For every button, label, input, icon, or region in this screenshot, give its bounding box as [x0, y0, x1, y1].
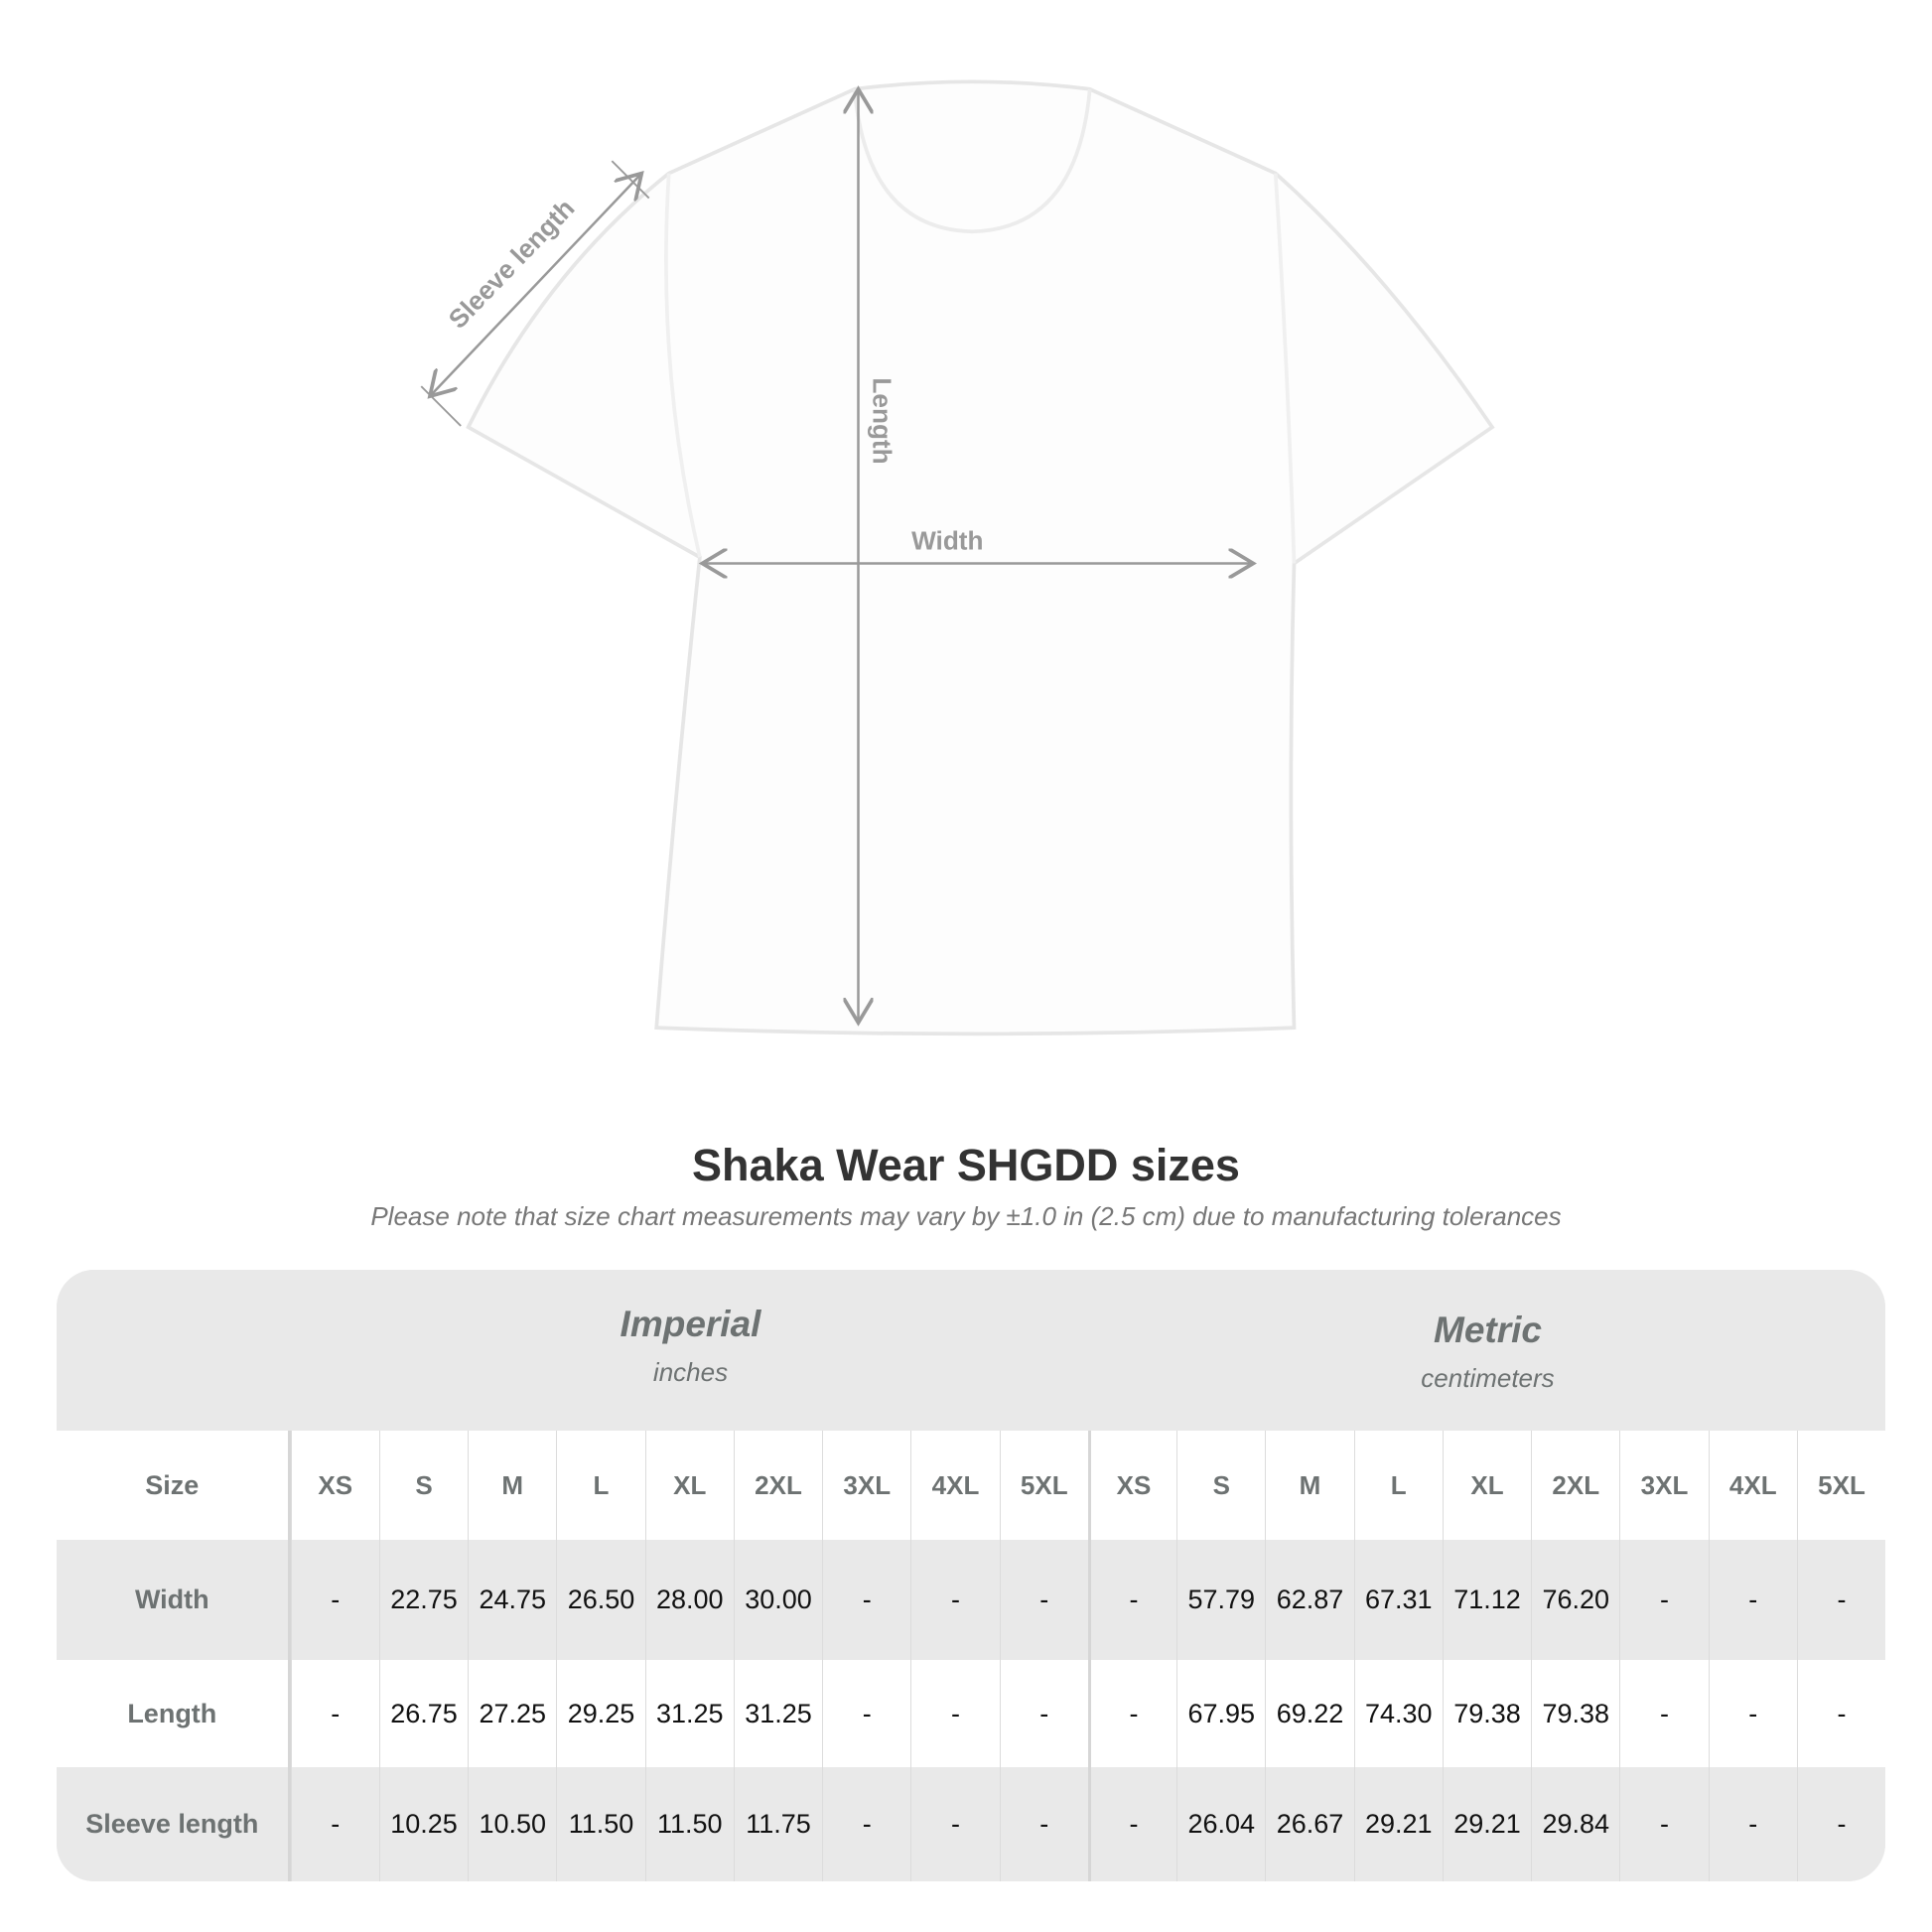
- imperial-size-header: M: [468, 1431, 556, 1540]
- sleeve-arrow: [430, 174, 641, 396]
- imperial-value-cell: 30.00: [733, 1540, 822, 1660]
- imperial-value-cell: -: [999, 1767, 1088, 1881]
- table-row: Length -26.75 27.25 29.25 31.25 31.25- - - -67.9…: [57, 1660, 1885, 1767]
- imperial-value-cell: 22.75: [378, 1540, 468, 1660]
- imperial-value-cell: 26.75: [378, 1660, 468, 1767]
- metric-value-cell: 29.21: [1353, 1767, 1443, 1881]
- imperial-value-cell: 31.25: [733, 1660, 822, 1767]
- metric-value-cell: -: [1796, 1540, 1885, 1660]
- tshirt-diagram: Sleeve length Length Width: [420, 79, 1495, 1036]
- imperial-value-cell: -: [290, 1767, 379, 1881]
- metric-value-cell: -: [1708, 1540, 1797, 1660]
- imperial-value-cell: 26.50: [556, 1540, 644, 1660]
- imperial-value-cell: 11.75: [733, 1767, 822, 1881]
- imperial-header: Imperial inches: [291, 1304, 1090, 1388]
- size-table: Imperial inches Metric centimeters Size X…: [57, 1270, 1885, 1881]
- width-label: Width: [911, 526, 983, 556]
- metric-value-cell: 79.38: [1531, 1660, 1619, 1767]
- metric-size-header: XL: [1442, 1431, 1531, 1540]
- imperial-value-cell: -: [999, 1660, 1088, 1767]
- metric-size-header: S: [1176, 1431, 1265, 1540]
- tolerance-note: Please note that size chart measurements…: [370, 1201, 1562, 1231]
- imperial-size-header: 2XL: [733, 1431, 822, 1540]
- imperial-value-cell: -: [910, 1540, 999, 1660]
- metric-size-header: 4XL: [1708, 1431, 1797, 1540]
- metric-size-header: 2XL: [1531, 1431, 1619, 1540]
- imperial-value-cell: -: [910, 1660, 999, 1767]
- length-label: Length: [867, 377, 897, 464]
- metric-value-cell: 29.84: [1531, 1767, 1619, 1881]
- imperial-value-cell: 11.50: [556, 1767, 644, 1881]
- metric-value-cell: 67.95: [1176, 1660, 1265, 1767]
- metric-value-cell: -: [1796, 1660, 1885, 1767]
- imperial-size-header: XL: [644, 1431, 734, 1540]
- imperial-size-header: 3XL: [822, 1431, 910, 1540]
- metric-value-cell: -: [1087, 1540, 1176, 1660]
- metric-value-cell: -: [1619, 1660, 1708, 1767]
- imperial-size-header: XS: [290, 1431, 379, 1540]
- metric-size-header: 5XL: [1796, 1431, 1885, 1540]
- metric-value-cell: -: [1087, 1660, 1176, 1767]
- table-row: Sleeve length -10.25 10.50 11.50 11.50 11.75-…: [57, 1767, 1885, 1881]
- imperial-value-cell: -: [290, 1540, 379, 1660]
- tshirt-shape: [466, 79, 1495, 1036]
- imperial-title: Imperial: [620, 1304, 761, 1344]
- row-label: Sleeve length: [57, 1767, 291, 1881]
- row-label: Width: [57, 1540, 291, 1660]
- imperial-value-cell: 10.25: [378, 1767, 468, 1881]
- page-title: Shaka Wear SHGDD sizes: [692, 1140, 1240, 1190]
- metric-value-cell: 26.67: [1265, 1767, 1353, 1881]
- imperial-value-cell: -: [822, 1540, 910, 1660]
- metric-value-cell: -: [1708, 1660, 1797, 1767]
- metric-value-cell: 57.79: [1176, 1540, 1265, 1660]
- table-row: Width -22.75 24.75 26.50 28.00 30.00- - - -57.79…: [57, 1540, 1885, 1660]
- metric-title: Metric: [1434, 1310, 1542, 1350]
- metric-value-cell: -: [1087, 1767, 1176, 1881]
- imperial-value-cell: 27.25: [468, 1660, 556, 1767]
- size-label: Size: [57, 1431, 291, 1540]
- imperial-value-cell: -: [822, 1660, 910, 1767]
- metric-value-cell: -: [1796, 1767, 1885, 1881]
- metric-value-cell: 26.04: [1176, 1767, 1265, 1881]
- imperial-value-cell: -: [822, 1767, 910, 1881]
- size-row: Size XS S M L XL 2XL 3XL 4XL 5XL XS S M L XL 2XL 3XL 4XL 5…: [57, 1431, 1885, 1540]
- imperial-unit: inches: [652, 1357, 729, 1387]
- metric-value-cell: 29.21: [1442, 1767, 1531, 1881]
- imperial-size-header: 5XL: [999, 1431, 1088, 1540]
- metric-value-cell: 69.22: [1265, 1660, 1353, 1767]
- metric-header: Metric centimeters: [1090, 1310, 1885, 1394]
- metric-value-cell: 76.20: [1531, 1540, 1619, 1660]
- metric-value-cell: 71.12: [1442, 1540, 1531, 1660]
- metric-value-cell: 67.31: [1353, 1540, 1443, 1660]
- metric-unit: centimeters: [1421, 1363, 1555, 1393]
- metric-size-header: M: [1265, 1431, 1353, 1540]
- metric-value-cell: -: [1708, 1767, 1797, 1881]
- metric-value-cell: -: [1619, 1767, 1708, 1881]
- imperial-value-cell: 28.00: [644, 1540, 734, 1660]
- imperial-size-header: S: [378, 1431, 468, 1540]
- imperial-value-cell: 10.50: [468, 1767, 556, 1881]
- metric-value-cell: 62.87: [1265, 1540, 1353, 1660]
- imperial-value-cell: -: [290, 1660, 379, 1767]
- unit-header: Imperial inches Metric centimeters: [57, 1270, 1885, 1431]
- imperial-size-header: L: [556, 1431, 644, 1540]
- metric-value-cell: 74.30: [1353, 1660, 1443, 1767]
- imperial-value-cell: -: [999, 1540, 1088, 1660]
- metric-value-cell: -: [1619, 1540, 1708, 1660]
- imperial-value-cell: 31.25: [644, 1660, 734, 1767]
- metric-size-header: 3XL: [1619, 1431, 1708, 1540]
- metric-size-header: XS: [1087, 1431, 1176, 1540]
- row-label: Length: [57, 1660, 291, 1767]
- imperial-value-cell: 29.25: [556, 1660, 644, 1767]
- imperial-size-header: 4XL: [910, 1431, 999, 1540]
- metric-value-cell: 79.38: [1442, 1660, 1531, 1767]
- imperial-value-cell: -: [910, 1767, 999, 1881]
- imperial-value-cell: 11.50: [644, 1767, 734, 1881]
- imperial-value-cell: 24.75: [468, 1540, 556, 1660]
- metric-size-header: L: [1353, 1431, 1443, 1540]
